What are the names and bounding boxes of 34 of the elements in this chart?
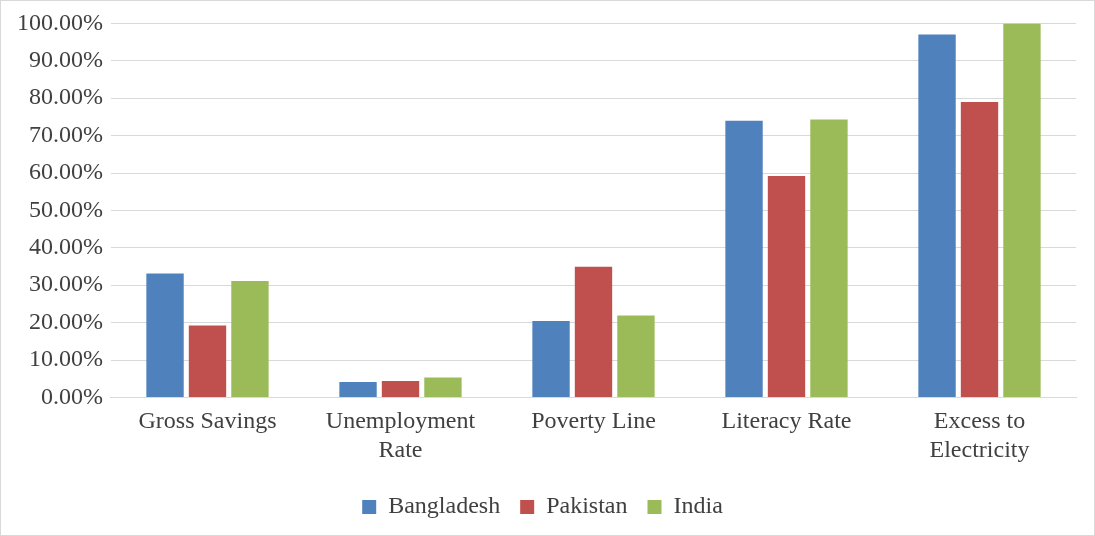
x-tick-label: Gross Savings (138, 407, 277, 434)
bar (1003, 23, 1041, 397)
bar (188, 325, 227, 397)
bar (960, 101, 999, 397)
y-tick-label: 60.00% (28, 158, 103, 185)
bar (725, 120, 763, 397)
bar (339, 382, 377, 397)
bar (574, 266, 613, 397)
x-tick-label: Literacy Rate (721, 407, 852, 434)
y-tick-label: 100.00% (16, 8, 103, 35)
bar (532, 321, 570, 397)
bar (424, 377, 462, 397)
bar (810, 119, 848, 397)
bar (617, 315, 655, 397)
y-tick-label: 30.00% (28, 270, 103, 297)
legend-label: Pakistan (546, 492, 628, 519)
legend-label: India (673, 492, 724, 519)
y-tick-label: 0.00% (40, 382, 103, 409)
legend-label: Bangladesh (388, 492, 501, 519)
bar (231, 281, 269, 397)
y-tick-label: 80.00% (28, 83, 103, 110)
y-tick-label: 50.00% (28, 195, 103, 222)
y-tick-label: 10.00% (28, 345, 103, 372)
y-tick-label: 90.00% (28, 46, 103, 73)
x-tick-label: Excess to Electricity (929, 407, 1030, 462)
x-tick-label: Poverty Line (531, 407, 656, 434)
y-tick-label: 40.00% (28, 233, 103, 260)
bar (918, 34, 956, 397)
y-tick-label: 20.00% (28, 307, 103, 334)
bar (381, 380, 420, 397)
x-tick-label: Unemployment Rate (325, 407, 476, 462)
y-tick-label: 70.00% (28, 120, 103, 147)
bar (767, 175, 806, 397)
bar (146, 273, 184, 397)
